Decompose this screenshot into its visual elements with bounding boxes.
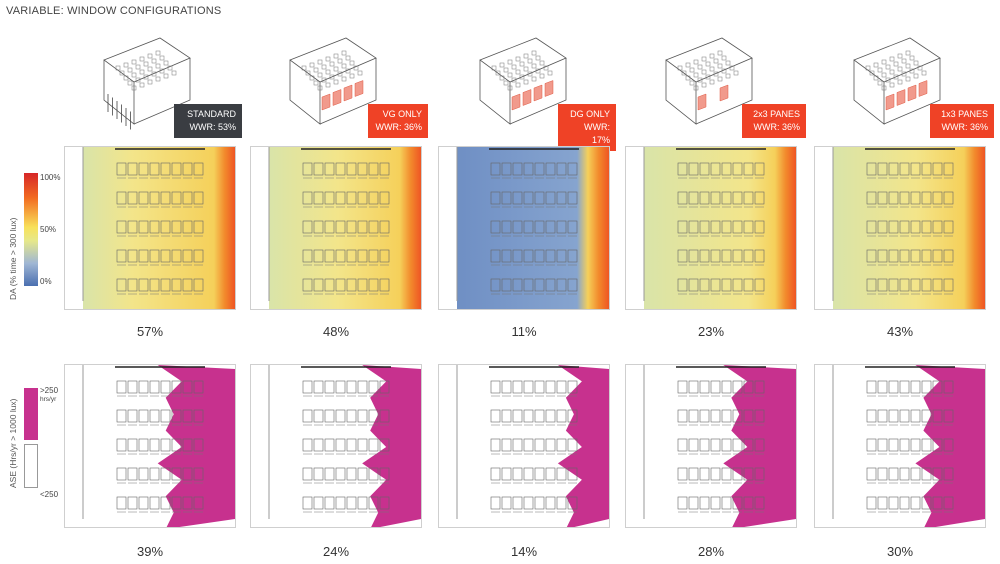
config-wwr-2: WWR: 36% <box>375 122 422 132</box>
config-name-5: 1x3 PANES <box>941 109 988 119</box>
ase-value-4: 28% <box>697 544 725 559</box>
ase-value-5: 30% <box>886 544 914 559</box>
da-heatmap <box>456 147 609 309</box>
ase-heatmap <box>82 365 235 527</box>
ase-high-swatch <box>24 388 38 440</box>
ase-heatmap <box>268 365 421 527</box>
config-wwr-4: WWR: 36% <box>753 122 800 132</box>
ase-heatmap <box>456 365 609 527</box>
room-isometric-5 <box>850 30 942 130</box>
config-wwr-5: WWR: 36% <box>941 122 988 132</box>
da-low-label: 0% <box>40 277 52 286</box>
isometric-drawing <box>853 37 941 125</box>
ase-high-label: >250 <box>40 386 59 395</box>
da-value-5: 43% <box>886 324 914 339</box>
da-plan-4 <box>625 146 797 310</box>
da-heatmap <box>832 147 985 309</box>
config-name-2: VG ONLY <box>382 109 422 119</box>
da-heatmap <box>268 147 421 309</box>
config-name-1: STANDARD <box>187 109 236 119</box>
ase-value-2: 24% <box>322 544 350 559</box>
ase-plan-5 <box>814 364 986 528</box>
da-plan-3 <box>438 146 610 310</box>
ase-low-swatch <box>24 444 38 488</box>
config-label-2: VG ONLY WWR: 36% <box>368 104 428 138</box>
room-isometric-4 <box>662 30 754 130</box>
config-name-3: DG ONLY <box>570 109 610 119</box>
room-isometric-1 <box>100 30 192 130</box>
da-value-2: 48% <box>322 324 350 339</box>
ase-plan-2 <box>250 364 422 528</box>
ase-plan-1 <box>64 364 236 528</box>
da-plan-2 <box>250 146 422 310</box>
page-title: VARIABLE: WINDOW CONFIGURATIONS <box>6 5 222 17</box>
config-label-4: 2x3 PANES WWR: 36% <box>742 104 806 138</box>
isometric-drawing <box>289 37 377 125</box>
config-label-5: 1x3 PANES WWR: 36% <box>930 104 994 138</box>
ase-high-unit: hrs/yr <box>40 396 57 403</box>
isometric-drawing <box>103 37 191 130</box>
ase-axis-label: ASE (Hrs/yr > 1000 lux) <box>8 398 18 488</box>
ase-heatmap <box>832 365 985 527</box>
da-heatmap <box>82 147 235 309</box>
ase-plan-3 <box>438 364 610 528</box>
config-wwr-1: WWR: 53% <box>189 122 236 132</box>
isometric-drawing <box>665 37 753 125</box>
room-isometric-3 <box>476 30 568 130</box>
da-value-4: 23% <box>697 324 725 339</box>
config-wwr-3: WWR: 17% <box>584 122 610 145</box>
ase-value-1: 39% <box>136 544 164 559</box>
ase-heatmap <box>643 365 796 527</box>
config-label-1: STANDARD WWR: 53% <box>174 104 242 138</box>
ase-plan-4 <box>625 364 797 528</box>
da-mid-label: 50% <box>40 225 57 234</box>
ase-low-label: <250 <box>40 490 59 499</box>
da-plan-5 <box>814 146 986 310</box>
da-high-label: 100% <box>40 173 61 182</box>
config-name-4: 2x3 PANES <box>753 109 800 119</box>
da-plan-1 <box>64 146 236 310</box>
da-value-3: 11% <box>511 324 537 339</box>
da-heatmap <box>643 147 796 309</box>
room-isometric-2 <box>286 30 378 130</box>
isometric-drawing <box>479 37 567 125</box>
ase-value-3: 14% <box>510 544 538 559</box>
da-axis-label: DA (% time > 300 lux) <box>8 217 18 300</box>
da-value-1: 57% <box>136 324 164 339</box>
da-color-scale <box>24 173 38 286</box>
config-label-3: DG ONLY WWR: 17% <box>558 104 616 151</box>
